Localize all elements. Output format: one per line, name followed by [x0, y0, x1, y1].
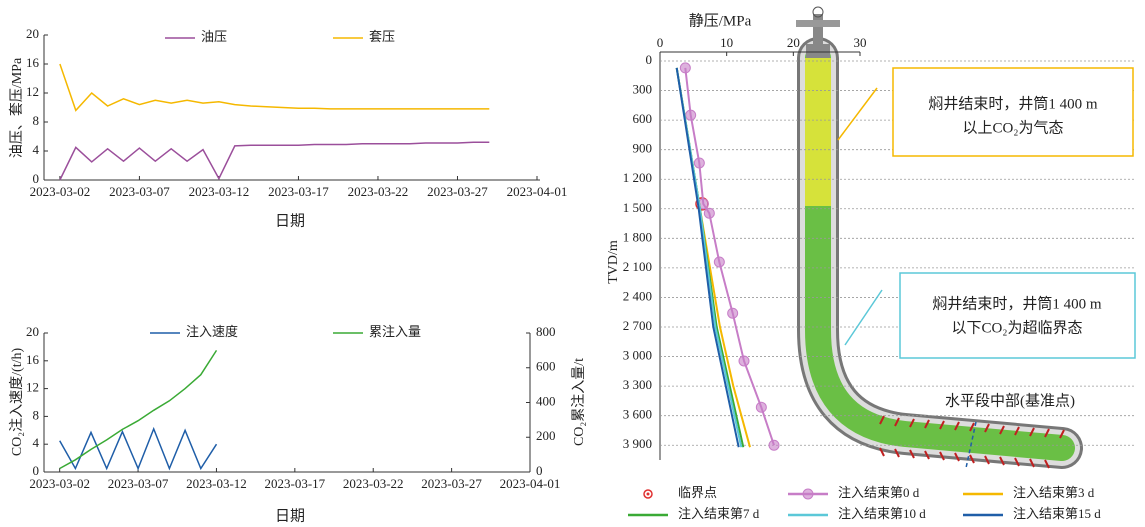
y-tick-label: 1 500 [623, 200, 652, 215]
series-line [60, 142, 489, 180]
legend-swatch [803, 489, 813, 499]
y-tick-label: 900 [633, 141, 653, 156]
annotation-text: 焖井结束时，井筒1 400 m [932, 295, 1102, 312]
y-tick-label: 2 100 [623, 259, 652, 274]
y-tick-label: 8 [33, 407, 40, 422]
y-tick-label: 1 800 [623, 229, 652, 244]
y2-axis-label: CO₂累注入量/t [571, 358, 587, 446]
legend-label: 注入结束第0 d [838, 485, 920, 500]
legend-label: 注入结束第7 d [678, 506, 760, 521]
annotation-text: 以下CO₂为超临界态 [951, 319, 1082, 336]
y-tick-label: 1 200 [623, 170, 652, 185]
legend-label: 注入结束第15 d [1013, 506, 1101, 521]
y-tick-label: 12 [26, 380, 39, 395]
point [704, 208, 714, 218]
y-tick-label: 0 [646, 52, 653, 67]
y-tick-label: 300 [633, 82, 653, 97]
y-tick-label: 16 [26, 352, 40, 367]
point [686, 110, 696, 120]
x-tick-label: 2023-03-27 [421, 476, 482, 491]
annotation-text: 焖井结束时，井筒1 400 m [928, 95, 1098, 112]
legend-label: 注入结束第3 d [1013, 485, 1095, 500]
point [769, 440, 779, 450]
point [739, 356, 749, 366]
y2-tick-label: 200 [536, 428, 556, 443]
y-tick-label: 3 600 [623, 407, 652, 422]
x-tick-label: 2023-03-07 [109, 184, 170, 199]
x-tick-label: 2023-03-07 [108, 476, 169, 491]
x-tick-label: 2023-03-22 [343, 476, 404, 491]
y-tick-label: 3 300 [623, 377, 652, 392]
y-tick-label: 20 [26, 26, 39, 41]
x-tick-label: 2023-03-17 [268, 184, 329, 199]
annotation-text: 以上CO₂为气态 [962, 119, 1063, 136]
legend-label: 油压 [201, 29, 227, 44]
x-axis-label: 静压/MPa [689, 12, 752, 29]
y-tick-label: 2 700 [623, 318, 652, 333]
figure: 0 4 8 12 16 20 2023-03-02 2023-03-07 2023-03-12 2… [0, 0, 1145, 527]
y-tick-label: 4 [33, 142, 40, 157]
annotation-leader [838, 88, 877, 140]
legend-swatch [647, 493, 650, 496]
x-tick-label: 2023-03-02 [30, 184, 91, 199]
point [728, 308, 738, 318]
legend-label: 注入速度 [186, 324, 238, 339]
x-tick-label: 10 [720, 35, 733, 50]
x-axis-label: 日期 [275, 212, 305, 229]
legend-label: 注入结束第10 d [838, 506, 926, 521]
x-tick-label: 2023-04-01 [500, 476, 561, 491]
annotation-text: 水平段中部(基准点) [945, 392, 1075, 409]
legend-label: 临界点 [678, 485, 717, 500]
series-line [677, 68, 750, 447]
x-tick-label: 2023-03-12 [189, 184, 250, 199]
annotation-box [900, 273, 1135, 358]
y2-tick-label: 400 [536, 393, 556, 408]
x-tick-label: 2023-03-22 [348, 184, 409, 199]
point [680, 63, 690, 73]
x-tick-label: 2023-03-17 [265, 476, 326, 491]
y-axis-label: 油压、套压/MPa [9, 57, 25, 158]
y-tick-label: 3 000 [623, 348, 652, 363]
y-tick-label: 20 [26, 324, 39, 339]
point [694, 158, 704, 168]
legend-label: 累注入量 [369, 324, 421, 339]
x-tick-label: 2023-04-01 [507, 184, 568, 199]
y2-tick-label: 800 [536, 324, 556, 339]
x-tick-label: 2023-03-02 [29, 476, 90, 491]
x-tick-label: 0 [657, 35, 664, 50]
x-tick-label: 2023-03-12 [186, 476, 247, 491]
y-axis-label: CO₂注入速度/(t/h) [9, 348, 25, 457]
y-tick-label: 4 [33, 435, 40, 450]
x-tick-label: 20 [787, 35, 800, 50]
y-tick-label: 3 900 [623, 436, 652, 451]
point [714, 257, 724, 267]
x-tick-label: 2023-03-27 [427, 184, 488, 199]
legend-label: 套压 [369, 29, 395, 44]
annotation-leader [845, 290, 882, 345]
series-line [60, 429, 217, 469]
y-tick-label: 600 [633, 111, 653, 126]
x-tick-label: 30 [854, 35, 867, 50]
point [756, 402, 766, 412]
y-tick-label: 8 [33, 113, 40, 128]
y2-tick-label: 600 [536, 359, 556, 374]
series-line [60, 64, 489, 110]
y-tick-label: 2 400 [623, 288, 652, 303]
y-tick-label: 16 [26, 55, 40, 70]
y-axis-label: TVD/m [606, 240, 621, 284]
x-axis-label: 日期 [275, 507, 305, 524]
y-tick-label: 12 [26, 84, 39, 99]
